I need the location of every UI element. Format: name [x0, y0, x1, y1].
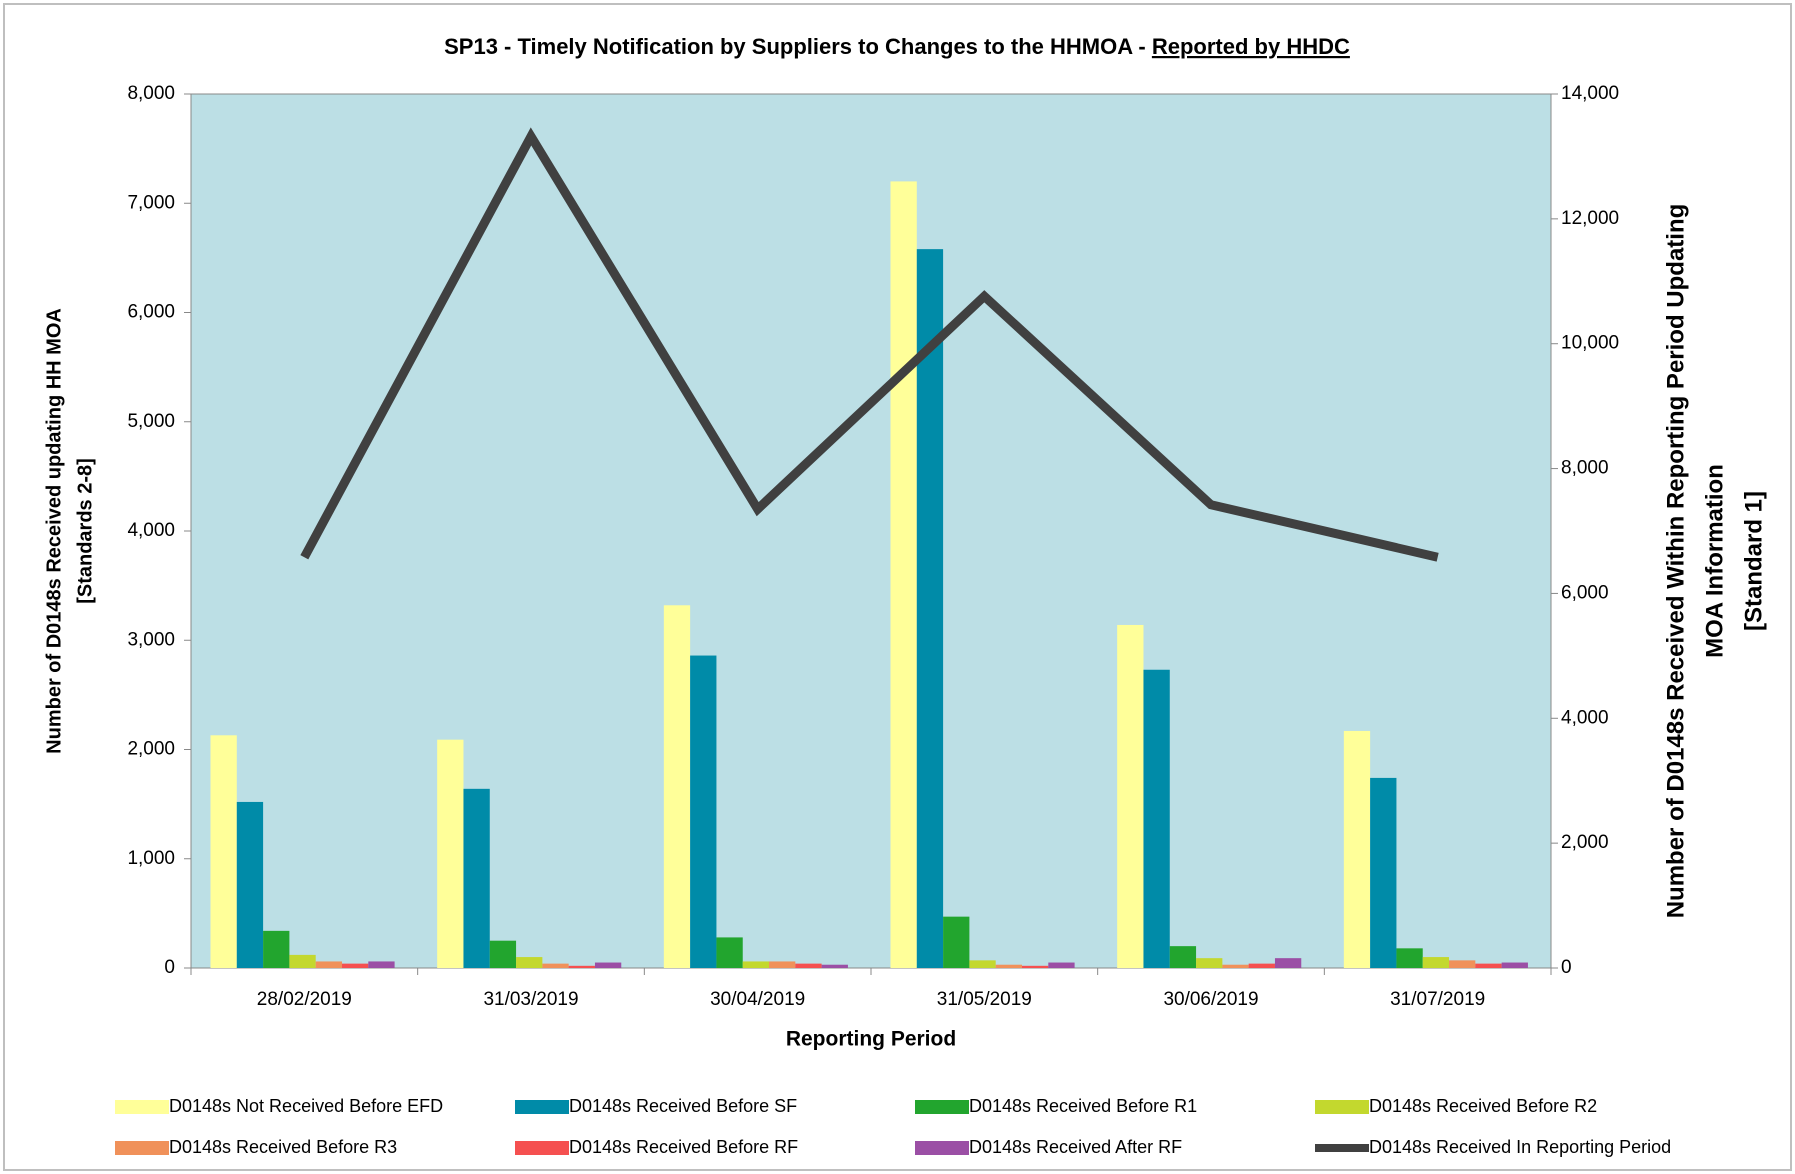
legend-label: D0148s Received After RF	[969, 1137, 1182, 1157]
x-tick-label: 31/05/2019	[937, 989, 1032, 1010]
legend-label: D0148s Received Before SF	[569, 1096, 797, 1116]
legend-label: D0148s Not Received Before EFD	[169, 1096, 443, 1116]
title-emphasis: Reported by HHDC	[1152, 34, 1350, 59]
bar	[516, 957, 543, 968]
legend-label: D0148s Received Before RF	[569, 1137, 798, 1157]
legend-label: D0148s Received Before R1	[969, 1096, 1197, 1116]
bar	[690, 655, 717, 968]
legend-swatch	[915, 1141, 969, 1155]
bar	[1196, 958, 1223, 968]
bar	[742, 961, 770, 968]
bar	[1274, 958, 1302, 968]
bar	[663, 605, 691, 968]
y-tick-label: 8,000	[127, 83, 175, 104]
bar	[463, 788, 490, 968]
legend-swatch	[115, 1141, 169, 1155]
bar	[236, 801, 264, 968]
bar	[315, 961, 342, 968]
bar	[594, 962, 622, 968]
bar	[1370, 777, 1397, 968]
y2-tick-label: 8,000	[1561, 458, 1609, 479]
bar	[916, 249, 944, 968]
bar	[263, 930, 290, 968]
y2-tick-label: 10,000	[1561, 333, 1619, 354]
y-axis-title: [Standards 2-8]	[74, 458, 96, 604]
bar	[1501, 962, 1528, 968]
y2-axis-title: Number of D0148s Received Within Reporti…	[1662, 204, 1689, 919]
bar	[489, 940, 517, 968]
bar	[769, 961, 796, 968]
legend-swatch	[915, 1100, 969, 1114]
legend-label: D0148s Received Before R2	[1369, 1096, 1597, 1116]
y-tick-label: 3,000	[127, 629, 175, 650]
legend-label: D0148s Received In Reporting Period	[1369, 1137, 1671, 1157]
y2-axis-title: MOA Information	[1701, 464, 1728, 658]
bar	[1449, 960, 1476, 968]
bar	[342, 963, 369, 968]
y-tick-label: 2,000	[127, 739, 175, 760]
legend-swatch	[1315, 1100, 1369, 1114]
title-main: SP13 - Timely Notification by Suppliers …	[444, 34, 1146, 59]
bar	[821, 964, 848, 968]
y2-tick-label: 2,000	[1561, 832, 1609, 853]
y-tick-label: 4,000	[127, 520, 175, 541]
legend-swatch	[515, 1141, 569, 1155]
y2-tick-label: 4,000	[1561, 707, 1609, 728]
y2-tick-label: 0	[1561, 957, 1572, 978]
y-tick-label: 1,000	[127, 848, 175, 869]
x-axis-title: Reporting Period	[786, 1028, 956, 1051]
y-tick-label: 0	[164, 957, 175, 978]
y-axis-title: Number of D0148s Received updating HH MO…	[43, 308, 65, 754]
bar	[1143, 669, 1170, 968]
bar	[1169, 946, 1197, 968]
bar	[995, 964, 1022, 968]
line-series	[300, 127, 1439, 562]
bar	[1117, 624, 1144, 968]
bar	[1222, 964, 1249, 968]
bar	[1475, 963, 1502, 968]
x-tick-label: 31/07/2019	[1390, 989, 1485, 1010]
y2-axis-title: [Standard 1]	[1740, 491, 1767, 631]
bar	[716, 937, 743, 968]
y-tick-label: 7,000	[127, 192, 175, 213]
bar	[1248, 963, 1275, 968]
y2-tick-label: 6,000	[1561, 582, 1609, 603]
bar	[1343, 730, 1371, 968]
y2-tick-label: 12,000	[1561, 208, 1619, 229]
x-tick-label: 28/02/2019	[257, 989, 352, 1010]
bar	[1048, 962, 1075, 968]
bar	[368, 961, 395, 968]
x-tick-label: 30/04/2019	[710, 989, 805, 1010]
bar	[289, 954, 316, 968]
x-tick-label: 30/06/2019	[1163, 989, 1258, 1010]
bar	[437, 739, 464, 968]
bar	[1422, 957, 1450, 968]
y-tick-label: 6,000	[127, 302, 175, 323]
bar	[568, 965, 595, 968]
legend-label: D0148s Received Before R3	[169, 1137, 397, 1157]
bar	[943, 916, 970, 968]
legend-swatch	[515, 1100, 569, 1114]
legend-swatch	[115, 1100, 169, 1114]
bar	[210, 735, 237, 968]
y2-tick-label: 14,000	[1561, 83, 1619, 104]
x-tick-label: 31/03/2019	[483, 989, 578, 1010]
bar	[1022, 965, 1049, 968]
bar	[542, 963, 569, 968]
bar	[890, 181, 917, 968]
bar	[969, 960, 996, 968]
chart-title: SP13 - Timely Notification by Suppliers …	[444, 34, 1350, 59]
y-tick-label: 5,000	[127, 411, 175, 432]
bar	[795, 963, 822, 968]
bar	[1396, 948, 1423, 968]
